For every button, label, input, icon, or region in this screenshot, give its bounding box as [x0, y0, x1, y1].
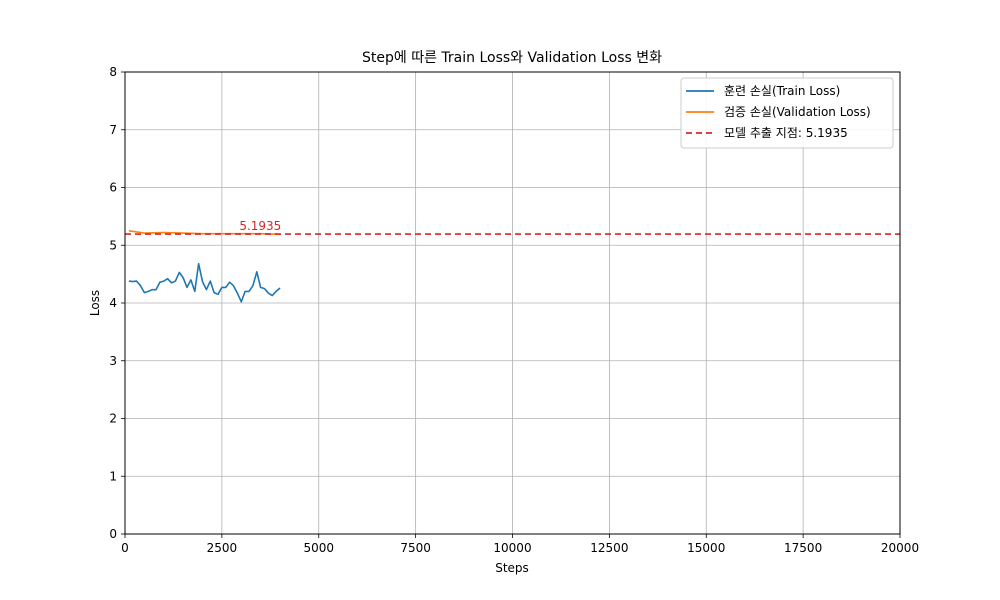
y-tick-label: 3: [109, 354, 117, 368]
x-tick-label: 5000: [303, 541, 334, 555]
y-tick-label: 7: [109, 123, 117, 137]
legend-frame: [680, 77, 894, 149]
x-axis-label: Steps: [495, 561, 529, 575]
y-tick-label: 6: [109, 181, 117, 195]
x-tick-label: 12500: [590, 541, 628, 555]
y-axis-label: Loss: [88, 290, 102, 316]
tick-layer: 0 2500 5000 7500 10000 12500 15000 17500 20000 0 1…: [109, 65, 919, 555]
x-tick-label: 0: [121, 541, 129, 555]
series-layer: 5.1935: [125, 219, 900, 303]
y-tick-label: 2: [109, 412, 117, 426]
x-tick-label: 10000: [493, 541, 531, 555]
x-tick-label: 2500: [207, 541, 238, 555]
y-tick-label: 8: [109, 65, 117, 79]
y-tick-label: 5: [109, 238, 117, 252]
model-extraction-annotation: 5.1935: [239, 219, 281, 233]
chart-title: Step에 따른 Train Loss와 Validation Loss 변화: [362, 50, 662, 66]
x-tick-label: 7500: [400, 541, 431, 555]
x-tick-label: 20000: [881, 541, 919, 555]
legend: 훈련 손실(Train Loss) 검증 손실(Validation Loss) 모…: [680, 77, 894, 149]
y-tick-label: 4: [109, 296, 117, 310]
legend-label: 훈련 손실(Train Loss): [724, 84, 840, 98]
legend-label: 모델 추출 지점: 5.1935: [724, 126, 848, 140]
y-tick-label: 1: [109, 469, 117, 483]
x-tick-label: 15000: [687, 541, 725, 555]
x-tick-label: 17500: [784, 541, 822, 555]
y-tick-label: 0: [109, 527, 117, 541]
legend-label: 검증 손실(Validation Loss): [724, 105, 871, 119]
series-line-validation-loss: [128, 230, 281, 236]
series-line-train-loss: [128, 262, 281, 303]
